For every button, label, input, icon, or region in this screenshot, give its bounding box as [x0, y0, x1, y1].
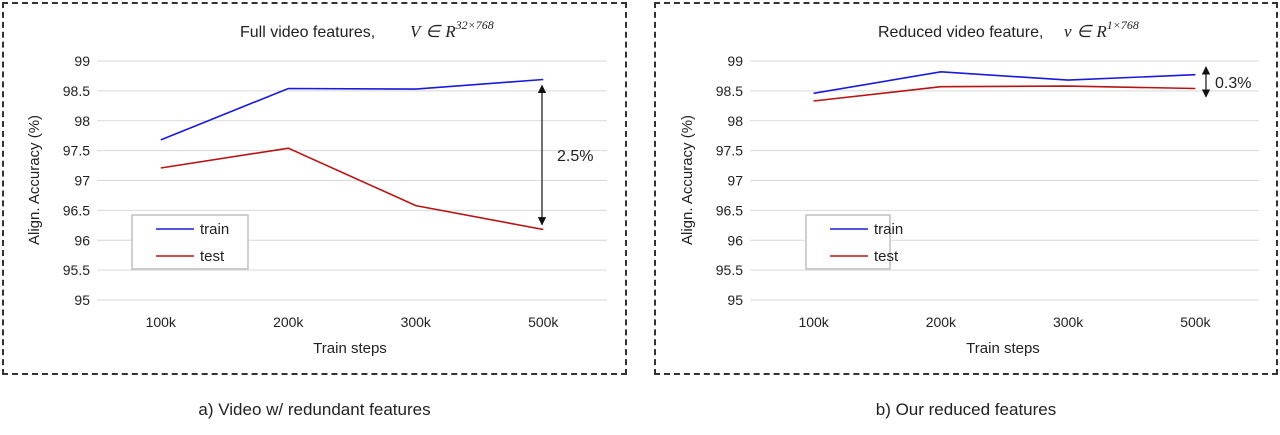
x-tick-label: 500k — [1180, 314, 1211, 330]
x-axis-title: Train steps — [966, 340, 1040, 357]
chart-panel-b: Reduced video feature, v ∈ R1×768 95 95.5 96 96… — [654, 2, 1278, 375]
x-tick-label: 200k — [273, 314, 304, 330]
series-line-train — [813, 70, 1196, 95]
chart-a-svg: Full video features, V ∈ R32×768 95 95.5 96 96.… — [26, 18, 607, 357]
y-tick-label: 96 — [74, 232, 90, 248]
series-line-test — [813, 85, 1196, 102]
y-axis-title: Align. Accuracy (%) — [679, 115, 696, 245]
math-symbol: v — [1064, 22, 1072, 41]
chart-title-math: V ∈ R32×768 — [410, 18, 494, 41]
math-symbol: V — [410, 22, 423, 41]
y-tick-label: 99 — [74, 53, 90, 69]
x-tick-label: 100k — [146, 314, 177, 330]
legend-label-train: train — [874, 221, 903, 238]
chart-title-math: v ∈ R1×768 — [1064, 18, 1139, 41]
x-tick-label: 300k — [401, 314, 432, 330]
y-tick-label: 96.5 — [63, 202, 90, 218]
math-set: R — [444, 22, 456, 41]
chart-panel-a: Full video features, V ∈ R32×768 95 95.5 96 96.… — [2, 2, 627, 375]
x-axis-title: Train steps — [313, 340, 387, 357]
x-tick-label: 300k — [1053, 314, 1084, 330]
x-tick-label: 200k — [926, 314, 957, 330]
annotation-label: 2.5% — [557, 148, 593, 165]
y-tick-label: 95 — [727, 292, 743, 308]
y-axis-title: Align. Accuracy (%) — [26, 115, 43, 245]
legend-box — [131, 214, 249, 270]
caption-a: a) Video w/ redundant features — [198, 400, 431, 419]
y-tick-label: 95.5 — [63, 262, 90, 278]
legend-box — [805, 214, 891, 270]
math-in: ∈ — [1077, 22, 1094, 41]
y-tick-label: 98 — [727, 113, 743, 129]
math-superscript: 32×768 — [455, 18, 494, 32]
y-tick-label: 97 — [74, 173, 90, 189]
legend-label-test: test — [874, 248, 899, 265]
math-in: ∈ — [425, 22, 442, 41]
y-tick-label: 98.5 — [716, 83, 743, 99]
y-tick-label: 95.5 — [716, 262, 743, 278]
series-line-train — [160, 78, 544, 141]
math-set: R — [1095, 22, 1107, 41]
math-superscript: 1×768 — [1107, 18, 1139, 32]
x-tick-label: 100k — [798, 314, 829, 330]
legend-label-train: train — [200, 221, 229, 238]
series-line-test — [160, 147, 544, 231]
chart-b-svg: Reduced video feature, v ∈ R1×768 95 95.5 96 96… — [679, 18, 1259, 357]
annotation-label: 0.3% — [1215, 75, 1251, 92]
y-tick-label: 98.5 — [63, 83, 90, 99]
y-tick-label: 96 — [727, 232, 743, 248]
chart-title: Full video features, — [240, 24, 375, 41]
y-tick-label: 97.5 — [63, 143, 90, 159]
caption-b: b) Our reduced features — [875, 400, 1057, 419]
y-tick-label: 96.5 — [716, 202, 743, 218]
y-tick-label: 97 — [727, 173, 743, 189]
y-tick-label: 97.5 — [716, 143, 743, 159]
y-tick-label: 99 — [727, 53, 743, 69]
x-tick-label: 500k — [528, 314, 559, 330]
chart-title: Reduced video feature, — [878, 24, 1043, 41]
y-tick-label: 98 — [74, 113, 90, 129]
y-tick-label: 95 — [74, 292, 90, 308]
legend-label-test: test — [200, 248, 225, 265]
